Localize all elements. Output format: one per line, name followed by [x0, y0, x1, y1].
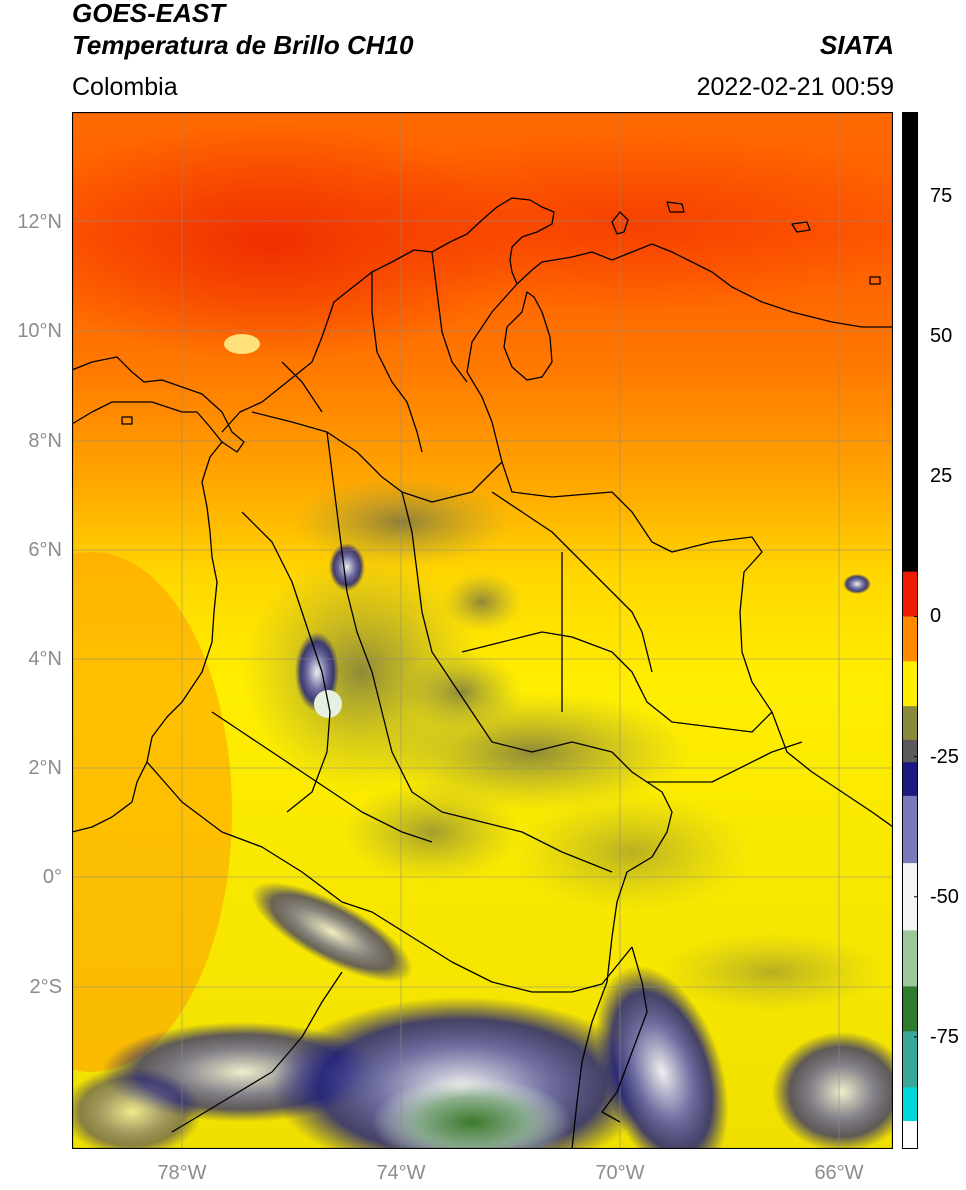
product-title: Temperatura de Brillo CH10 [72, 30, 414, 60]
region-label: Colombia [72, 73, 178, 101]
country-borders [72, 197, 893, 1149]
lat-tick-label: 8°N [28, 430, 62, 452]
colorbar-tick-label: -25 [930, 745, 959, 768]
satellite-title: GOES-EAST [72, 0, 226, 28]
lat-tick-label: 4°N [28, 648, 62, 670]
lat-tick-label: 10°N [17, 320, 62, 342]
lon-tick-label: 78°W [157, 1162, 207, 1184]
colorbar-segment [902, 863, 918, 931]
colorbar-segment [902, 986, 918, 1032]
lat-tick-label: 0° [42, 866, 62, 888]
colorbar-segment [902, 795, 918, 864]
colorbar-segment [902, 112, 918, 573]
colorbar-segment [902, 739, 918, 763]
colorbar-segment [902, 571, 918, 617]
lat-tick-label: 6°N [28, 539, 62, 561]
lon-tick-label: 70°W [595, 1162, 645, 1184]
colorbar-segment [902, 762, 918, 797]
lon-tick-label: 66°W [814, 1162, 864, 1184]
colorbar-tick-label: 0 [930, 605, 942, 628]
brand-label: SIATA [819, 30, 894, 60]
colorbar-segment [902, 1031, 918, 1088]
timestamp-label: 2022-02-21 00:59 [696, 73, 894, 101]
colorbar-tick-label: -50 [930, 885, 959, 908]
colorbar-tick-label: 50 [930, 325, 953, 348]
colorbar-segment [902, 706, 918, 741]
temperature-colorbar [902, 112, 918, 1149]
colorbar-segment [902, 661, 918, 707]
brightness-temperature-map[interactable] [72, 112, 893, 1149]
lat-tick-label: 2°S [29, 976, 62, 998]
colorbar-frame [902, 112, 918, 1149]
map-frame [72, 112, 893, 1149]
colorbar-segment [902, 930, 918, 987]
colorbar-segment [902, 616, 918, 662]
graticule [72, 112, 893, 1149]
colorbar-segment [902, 1120, 918, 1149]
colorbar-segment [902, 1087, 918, 1122]
temperature-field [72, 112, 893, 1149]
lat-tick-label: 12°N [17, 211, 62, 233]
colorbar-tick-label: 75 [930, 185, 953, 208]
lon-tick-label: 74°W [376, 1162, 426, 1184]
colorbar-tick-label: -75 [930, 1025, 959, 1048]
lat-tick-label: 2°N [28, 757, 62, 779]
colorbar-tick-label: 25 [930, 465, 953, 488]
